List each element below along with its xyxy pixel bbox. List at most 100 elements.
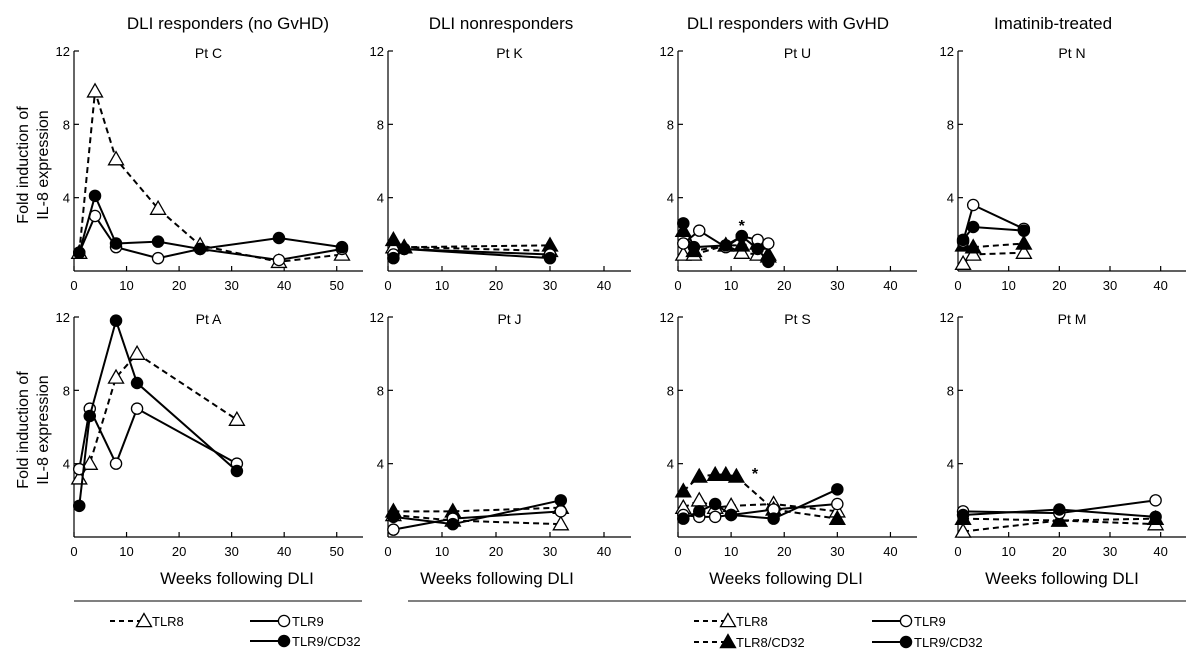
y-tick-label: 8	[377, 383, 384, 398]
x-tick-label: 10	[119, 544, 133, 559]
x-tick-label: 30	[1103, 544, 1117, 559]
data-point	[230, 464, 244, 478]
y-tick-label: 8	[63, 117, 70, 132]
significance-marker: *	[739, 218, 746, 235]
x-tick-label: 50	[329, 544, 343, 559]
panel-label: Pt N	[1058, 45, 1085, 61]
data-point	[130, 402, 144, 415]
legend-entry-tlr9: TLR9	[250, 614, 324, 629]
y-tick-label: 12	[56, 44, 70, 59]
data-point	[1015, 234, 1033, 250]
xlabel-col-3: Weeks following DLI	[709, 569, 863, 588]
panel-label: Pt C	[195, 45, 222, 61]
column-titles: DLI responders (no GvHD) DLI nonresponde…	[127, 14, 1112, 33]
data-point	[719, 239, 733, 252]
data-point	[964, 238, 982, 254]
data-point	[735, 229, 748, 243]
y-tick-label: 4	[63, 457, 70, 472]
panel-pt-j: 4 8 12 0 10 20 30 40 Pt J	[370, 310, 631, 559]
x-tick-label: 40	[1153, 278, 1167, 293]
x-tick-label: 20	[489, 278, 503, 293]
legend-entry-tlr9-cd32: TLR9/CD32	[872, 635, 983, 650]
data-point	[733, 236, 751, 252]
y-tick-label: 8	[667, 117, 674, 132]
legend-label: TLR8	[736, 614, 768, 629]
data-point	[446, 517, 460, 531]
x-tick-label: 20	[777, 544, 791, 559]
series-line	[682, 230, 770, 256]
y-tick-label: 4	[667, 457, 674, 472]
data-point	[387, 251, 400, 265]
data-point	[387, 510, 400, 524]
panel-label: Pt J	[497, 311, 521, 327]
xlabel-col-2: Weeks following DLI	[420, 569, 574, 588]
series-tlr9	[73, 402, 244, 476]
data-point	[831, 483, 844, 496]
data-point	[1050, 511, 1068, 527]
series-tlr9-cd32	[677, 483, 844, 525]
y-tick-label: 4	[947, 457, 954, 472]
x-tick-label: 40	[277, 544, 291, 559]
panel-label: Pt S	[784, 311, 810, 327]
data-point	[554, 505, 568, 518]
x-tick-label: 40	[597, 544, 611, 559]
legend-entry-tlr9-cd32: TLR9/CD32	[250, 634, 361, 649]
legend-left: TLR8 TLR9 TLR9/CD32	[110, 612, 361, 649]
x-tick-label: 10	[724, 544, 738, 559]
data-point	[73, 246, 86, 259]
y-tick-label: 8	[667, 383, 674, 398]
x-tick-label: 20	[489, 544, 503, 559]
data-point	[543, 251, 557, 265]
data-point	[149, 199, 167, 215]
x-tick-label: 30	[543, 278, 557, 293]
y-tick-label: 4	[947, 191, 954, 206]
data-point	[706, 465, 724, 481]
data-point	[86, 82, 104, 98]
x-tick-label: 0	[674, 278, 681, 293]
y-tick-label: 12	[660, 310, 674, 325]
data-point	[335, 240, 349, 254]
data-point	[687, 240, 701, 254]
data-point	[677, 237, 690, 250]
y-tick-label: 12	[370, 310, 384, 325]
x-tick-label: 10	[1001, 278, 1015, 293]
data-point	[83, 409, 97, 423]
data-point	[384, 231, 403, 247]
data-point	[228, 410, 246, 426]
x-tick-label: 40	[883, 544, 897, 559]
data-point	[690, 491, 708, 507]
y-tick-label: 4	[667, 191, 674, 206]
legend-label: TLR9/CD32	[914, 635, 983, 650]
data-point	[107, 368, 125, 384]
data-point	[1053, 503, 1066, 516]
x-tick-label: 40	[1153, 544, 1167, 559]
ylabel-bottom-line-2: IL-8 expression	[35, 375, 52, 484]
data-point	[954, 522, 972, 538]
x-tick-label: 30	[543, 544, 557, 559]
y-tick-label: 8	[63, 383, 70, 398]
data-point	[73, 499, 86, 513]
x-tick-label: 20	[172, 544, 186, 559]
x-tick-label: 40	[597, 278, 611, 293]
x-tick-label: 50	[329, 278, 343, 293]
data-point	[109, 457, 123, 470]
data-point	[193, 242, 207, 256]
x-tick-label: 30	[224, 278, 238, 293]
data-point	[762, 255, 775, 269]
data-point	[966, 198, 980, 212]
data-point	[151, 235, 165, 248]
legend-entry-tlr9: TLR9	[872, 614, 946, 629]
data-point	[708, 510, 722, 524]
column-title-3: DLI responders with GvHD	[687, 14, 889, 33]
series-line	[962, 519, 1156, 533]
panel-label: Pt K	[496, 45, 523, 61]
y-tick-label: 12	[370, 44, 384, 59]
data-point	[1149, 494, 1162, 507]
legend-entry-tlr8: TLR8	[694, 612, 768, 629]
data-point	[708, 497, 722, 511]
x-tick-label: 40	[277, 278, 291, 293]
y-tick-label: 8	[377, 117, 384, 132]
y-tick-label: 8	[947, 117, 954, 132]
x-tick-label: 20	[777, 278, 791, 293]
